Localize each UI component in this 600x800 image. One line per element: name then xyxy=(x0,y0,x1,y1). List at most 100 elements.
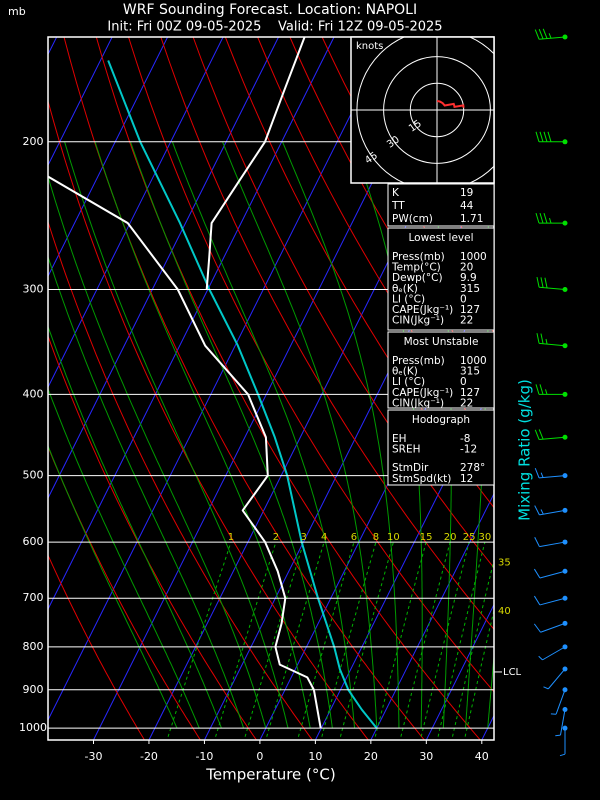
barb-half xyxy=(545,389,548,395)
x-tick-label: 40 xyxy=(475,750,489,763)
wind-barb xyxy=(534,537,568,548)
mixing-ratio-line xyxy=(265,541,325,740)
dry-adiabat xyxy=(63,37,426,740)
barb-feather xyxy=(533,568,541,579)
panel-title: Hodograph xyxy=(412,414,470,426)
y-tick-label: 900 xyxy=(23,683,44,696)
barb-dot xyxy=(562,687,568,693)
mixing-ratio-line xyxy=(320,541,377,740)
panel-row-value: 0 xyxy=(460,376,467,388)
isotherm xyxy=(425,603,494,740)
dry-adiabat xyxy=(48,334,258,740)
panel-row-label: LI (°C) xyxy=(392,293,425,305)
mixing-ratio-line xyxy=(166,541,232,740)
panel-row-value: 315 xyxy=(460,283,480,295)
hodograph-ring xyxy=(356,37,494,183)
y-tick-label: 300 xyxy=(23,283,44,296)
mixing-ratio-label: 30 xyxy=(479,532,492,543)
panel-row-value: 12 xyxy=(460,473,473,485)
index-value: 44 xyxy=(460,200,474,212)
mixing-ratio-label: 6 xyxy=(351,532,357,543)
barb-staff xyxy=(539,570,566,579)
isotherm xyxy=(48,37,335,611)
dry-adiabat xyxy=(595,12,600,746)
barb-feather xyxy=(547,131,552,142)
dry-adiabat xyxy=(95,37,482,740)
barb-dot xyxy=(562,666,568,672)
x-tick-label: 0 xyxy=(256,750,263,763)
dry-adiabat xyxy=(192,37,494,569)
barb-dot xyxy=(562,568,568,574)
y-tick-label: 700 xyxy=(23,591,44,604)
panel-row-value: 0 xyxy=(460,293,467,305)
x-tick-label: -30 xyxy=(85,750,103,763)
x-tick-label: -10 xyxy=(195,750,213,763)
mixing-ratio-label: 40 xyxy=(498,606,511,617)
barb-feather xyxy=(540,333,544,344)
chart-subtitle: Init: Fri 00Z 09-05-2025 Valid: Fri 12Z … xyxy=(107,20,442,35)
panel-box xyxy=(387,227,495,331)
panel-title: Most Unstable xyxy=(404,336,479,348)
panel-row-value: 20 xyxy=(460,262,473,274)
wind-barb xyxy=(534,505,568,516)
mixing-ratio-line xyxy=(297,541,355,740)
y2-axis-label: Mixing Ratio (g/kg) xyxy=(516,379,534,521)
barb-feather xyxy=(535,384,540,395)
barb-dot xyxy=(562,139,568,145)
dry-adiabat xyxy=(501,12,600,746)
panel-row-value: 22 xyxy=(460,397,473,409)
wind-barb xyxy=(536,276,568,293)
mixing-ratio-line xyxy=(399,541,451,740)
y-tick-label: 500 xyxy=(23,469,44,482)
barb-feather xyxy=(538,29,544,40)
barb-staff xyxy=(542,646,566,661)
moist-adiabat xyxy=(130,141,333,729)
panel-row-value: 127 xyxy=(460,387,480,399)
index-label: PW(cm) xyxy=(392,213,433,225)
x-tick-label: 30 xyxy=(419,750,433,763)
isotherm xyxy=(48,37,169,278)
barb-half xyxy=(549,217,552,224)
mixing-ratio-line xyxy=(243,541,305,740)
panel-row-value: 278° xyxy=(460,462,485,474)
panel-row-label: Press(mb) xyxy=(392,355,445,367)
panel-row-value: 22 xyxy=(460,315,473,327)
plot-foreground: 1 2 3 4 6 8 10 15 20 25 30354020030040050060070080… xyxy=(19,28,568,763)
hodograph-ring xyxy=(409,82,465,138)
x-tick-label: 10 xyxy=(308,750,322,763)
moist-adiabat xyxy=(282,141,400,729)
barb-feather xyxy=(534,468,540,479)
barb-staff xyxy=(539,342,566,347)
panel-row-value: 1000 xyxy=(460,251,487,263)
dry-adiabat xyxy=(564,12,600,746)
panel-row-label: Temp(°C) xyxy=(391,262,441,274)
dry-adiabat xyxy=(257,37,494,450)
barb-feather xyxy=(536,276,540,288)
mixing-ratio-label: 20 xyxy=(444,532,457,543)
barb-feather xyxy=(540,277,544,288)
barb-dot xyxy=(562,706,568,712)
panel-row-value: -8 xyxy=(460,433,470,445)
wind-barb xyxy=(533,595,568,606)
wind-barb xyxy=(543,666,568,690)
barb-feather xyxy=(539,212,544,224)
moist-adiabat xyxy=(487,651,494,729)
mixing-ratio-label: 4 xyxy=(321,532,327,543)
mixing-ratio-label: 3 xyxy=(301,532,307,543)
isotherm xyxy=(203,159,494,740)
mixing-ratio-label: 25 xyxy=(463,532,476,543)
y-tick-label: 800 xyxy=(23,640,44,653)
barb-dot xyxy=(562,434,568,440)
wind-barb xyxy=(536,333,568,349)
barb-staff xyxy=(539,475,566,479)
barb-dot xyxy=(562,725,568,731)
mixing-ratio-label: 2 xyxy=(273,532,279,543)
panel-row-label: SREH xyxy=(392,444,421,456)
dry-adiabat xyxy=(48,445,201,740)
x-tick-label: 20 xyxy=(364,750,378,763)
panel-row-value: 127 xyxy=(460,304,480,316)
panel-box xyxy=(387,409,495,486)
panel-row-label: LI (°C) xyxy=(392,376,425,388)
panel-row-value: 1000 xyxy=(460,355,487,367)
barb-feather xyxy=(534,29,540,40)
